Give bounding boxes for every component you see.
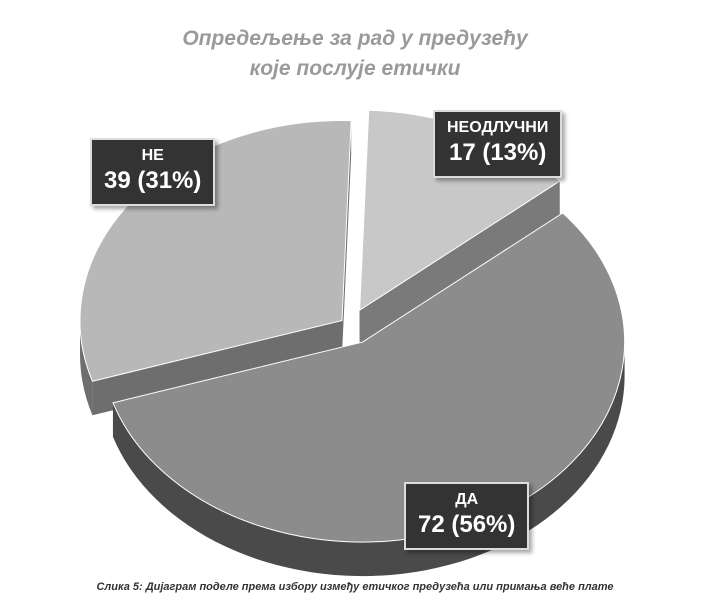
slice-label-da: ДА 72 (56%) bbox=[404, 482, 530, 550]
slice-side-ne bbox=[80, 320, 93, 416]
slice-edge-ne bbox=[92, 320, 343, 416]
slice-value-da: 72 (56%) bbox=[418, 511, 516, 538]
figure-caption: Слика 5: Дијаграм поделе према избору из… bbox=[96, 581, 614, 593]
slice-category-neodlucni: НЕОДЛУЧНИ bbox=[447, 119, 549, 136]
chart-title-line-1: Опредељење за рад у предузећу bbox=[182, 27, 528, 50]
slice-category-ne: НЕ bbox=[141, 147, 164, 164]
chart-title: Опредељење за рад у предузећу које послу… bbox=[0, 24, 710, 84]
slice-category-da: ДА bbox=[455, 491, 479, 508]
slice-value-ne: 39 (31%) bbox=[104, 167, 202, 194]
slice-label-neodlucni: НЕОДЛУЧНИ 17 (13%) bbox=[433, 110, 563, 178]
slice-edge-neodlucni bbox=[359, 181, 560, 345]
chart-title-line-2: које послује етички bbox=[249, 57, 461, 80]
slice-value-neodlucni: 17 (13%) bbox=[448, 139, 547, 166]
slice-label-ne: НЕ 39 (31%) bbox=[90, 138, 216, 206]
